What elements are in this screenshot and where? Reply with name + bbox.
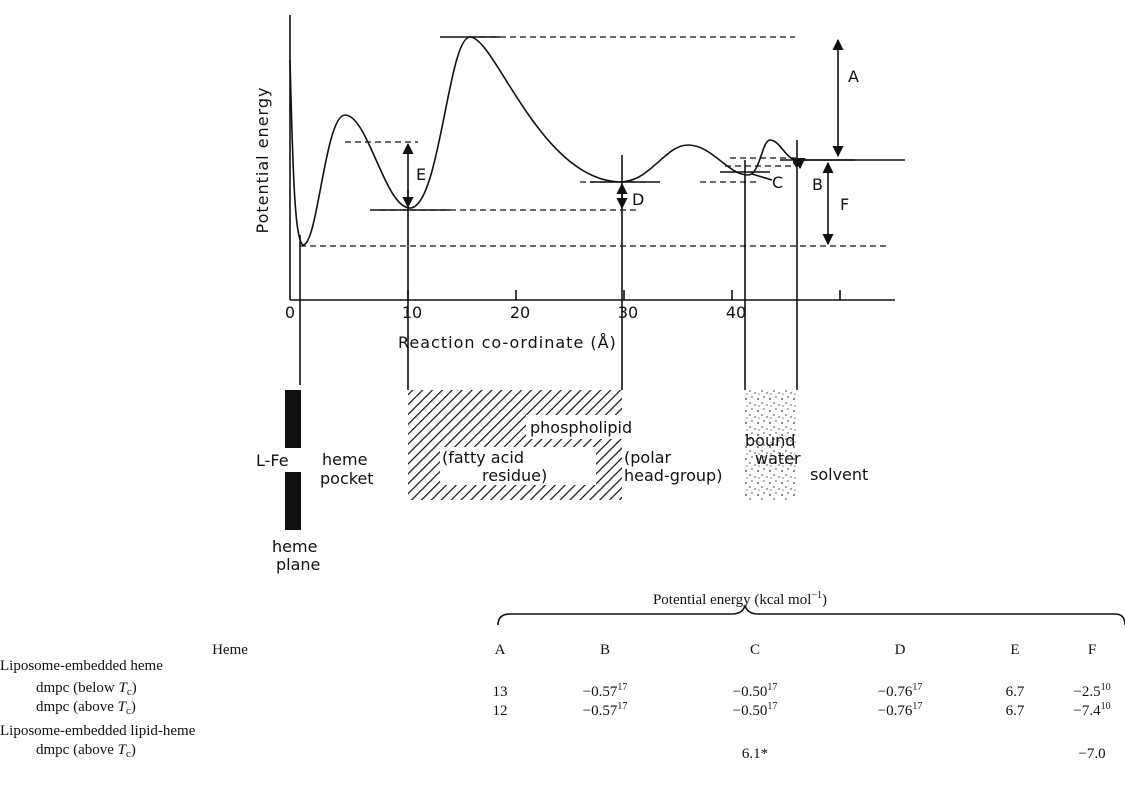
water-region — [745, 390, 797, 500]
group-label: Liposome-embedded lipid-heme — [0, 723, 196, 739]
vertical-lines — [299, 140, 798, 390]
barrier-label: B — [812, 175, 823, 194]
region-label: (fatty acid — [442, 448, 524, 467]
column-header: B — [600, 642, 610, 658]
energy-diagram: 0 10 20 30 40 Reaction co-ordinate (Å) P… — [253, 15, 905, 390]
heme-block — [285, 390, 301, 448]
cell: −2.510 — [1073, 682, 1110, 700]
region-label: phospholipid — [530, 418, 632, 437]
region-label: solvent — [810, 465, 868, 484]
notch — [440, 447, 596, 485]
x-tick-label: 0 — [285, 303, 295, 322]
region-label: pocket — [320, 469, 374, 488]
schematic: L-Fe heme plane heme pocket phospholipid… — [256, 390, 868, 574]
column-header: F — [1088, 642, 1096, 658]
cell: −0.5717 — [583, 701, 628, 719]
x-ticks — [407, 290, 841, 300]
energy-arrows — [402, 38, 844, 246]
x-tick-label: 10 — [402, 303, 422, 322]
row-label: dmpc (below Tc) — [36, 680, 137, 698]
x-tick-label: 20 — [510, 303, 530, 322]
region-label: bound — [745, 431, 795, 450]
region-label: plane — [276, 555, 320, 574]
row-label: dmpc (above Tc) — [36, 742, 136, 760]
region-label: residue) — [482, 466, 547, 485]
energy-table: Potential energy (kcal mol−1) Heme A B C D E F… — [0, 590, 1125, 762]
column-header: C — [750, 642, 760, 658]
x-tick-label: 30 — [618, 303, 638, 322]
x-axis-label: Reaction co-ordinate (Å) — [398, 333, 617, 352]
table-title: Potential energy (kcal mol−1) — [653, 590, 827, 608]
cell: −7.410 — [1073, 701, 1110, 719]
barrier-label: F — [840, 195, 849, 214]
y-axis-label: Potential energy — [253, 87, 272, 234]
column-header: E — [1010, 642, 1019, 658]
cell: −0.7617 — [878, 701, 923, 719]
reference-lines — [300, 36, 890, 247]
cell: 13 — [493, 684, 508, 700]
cell: 6.7 — [1006, 703, 1025, 719]
region-label: L-Fe — [256, 451, 289, 470]
energy-curve — [289, 36, 905, 246]
cell: −0.5017 — [733, 701, 778, 719]
barrier-label: D — [632, 190, 644, 209]
cell: −0.5017 — [733, 682, 778, 700]
row-label: dmpc (above Tc) — [36, 699, 136, 717]
cell: −0.7617 — [878, 682, 923, 700]
cell: 6.7 — [1006, 684, 1025, 700]
cell: −7.0 — [1078, 746, 1105, 762]
barrier-label: E — [416, 165, 426, 184]
cell: −0.5717 — [583, 682, 628, 700]
region-label: water — [755, 449, 801, 468]
region-label: heme — [322, 450, 367, 469]
cell: 6.1* — [742, 746, 768, 762]
barrier-label: A — [848, 67, 859, 86]
cell: 12 — [493, 703, 508, 719]
notch — [526, 415, 622, 439]
column-header: A — [495, 642, 506, 658]
x-tick-label: 40 — [726, 303, 746, 322]
heme-block — [285, 472, 301, 530]
column-header: D — [895, 642, 906, 658]
region-label: heme — [272, 537, 317, 556]
column-header: Heme — [212, 642, 248, 658]
barrier-label: C — [772, 173, 783, 192]
brace — [497, 603, 1125, 626]
region-label: (polar — [624, 448, 671, 467]
region-label: head-group) — [624, 466, 722, 485]
group-label: Liposome-embedded heme — [0, 658, 163, 674]
